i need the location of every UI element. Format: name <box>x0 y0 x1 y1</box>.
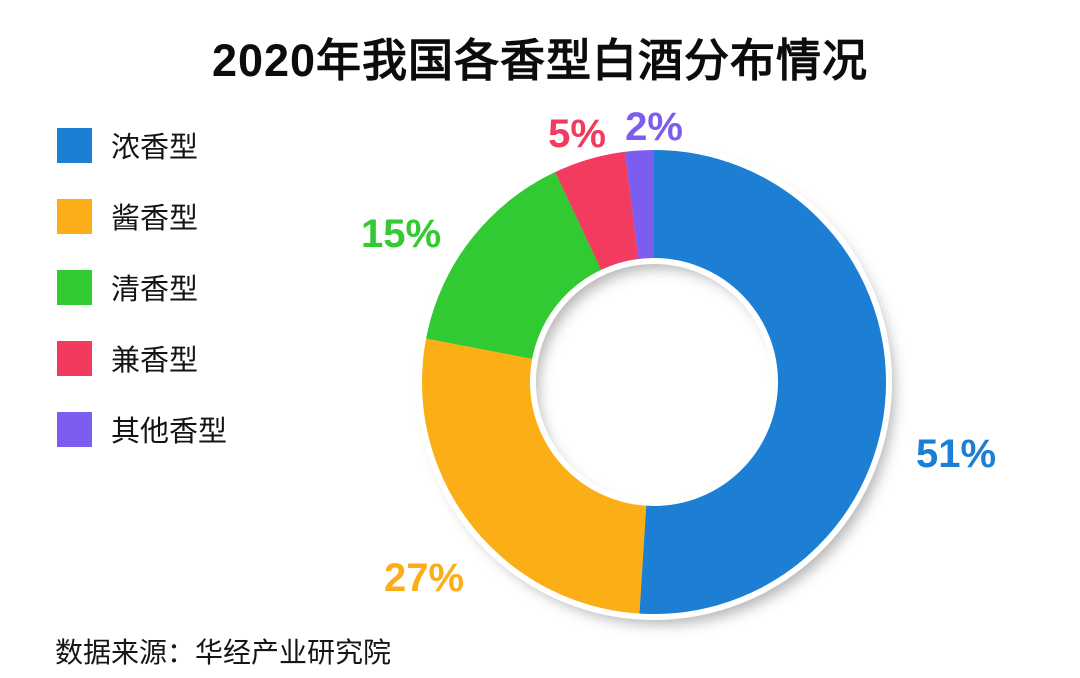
legend-item-3: 兼香型 <box>57 337 227 379</box>
legend-swatch-4 <box>57 411 92 447</box>
legend-item-0: 浓香型 <box>57 124 227 166</box>
legend-item-1: 酱香型 <box>57 195 227 237</box>
legend-swatch-2 <box>57 269 92 305</box>
legend-item-4: 其他香型 <box>57 408 227 450</box>
chart-title: 2020年我国各香型白酒分布情况 <box>211 35 869 86</box>
donut-segment-4 <box>624 149 654 260</box>
slice-labels: 51% 27% 15% 5% 2% <box>361 105 996 600</box>
legend-label-3: 兼香型 <box>111 345 199 377</box>
slice-value-label-2: 15% <box>361 212 441 256</box>
donut-segment-2 <box>425 171 602 359</box>
slice-value-label-0: 51% <box>916 432 996 476</box>
donut-slices <box>421 149 888 616</box>
donut-segment-0 <box>639 149 888 616</box>
donut-segment-1 <box>421 338 647 615</box>
legend-swatch-0 <box>57 127 92 163</box>
legend-label-0: 浓香型 <box>111 132 199 164</box>
legend-item-2: 清香型 <box>57 266 227 308</box>
donut-segment-3 <box>554 150 639 271</box>
slice-value-label-3: 5% <box>548 112 606 156</box>
data-source: 数据来源：华经产业研究院 <box>55 637 392 668</box>
chart-legend: 浓香型酱香型清香型兼香型其他香型 <box>57 124 227 450</box>
donut-outer-rim <box>416 144 892 620</box>
legend-swatch-3 <box>57 340 92 376</box>
slice-value-label-4: 2% <box>625 105 683 149</box>
slice-value-label-1: 27% <box>384 556 464 600</box>
legend-label-4: 其他香型 <box>111 416 228 448</box>
legend-label-2: 清香型 <box>111 274 199 306</box>
legend-label-1: 酱香型 <box>111 203 199 235</box>
legend-swatch-1 <box>57 198 92 234</box>
donut-inner-rim <box>530 258 778 506</box>
